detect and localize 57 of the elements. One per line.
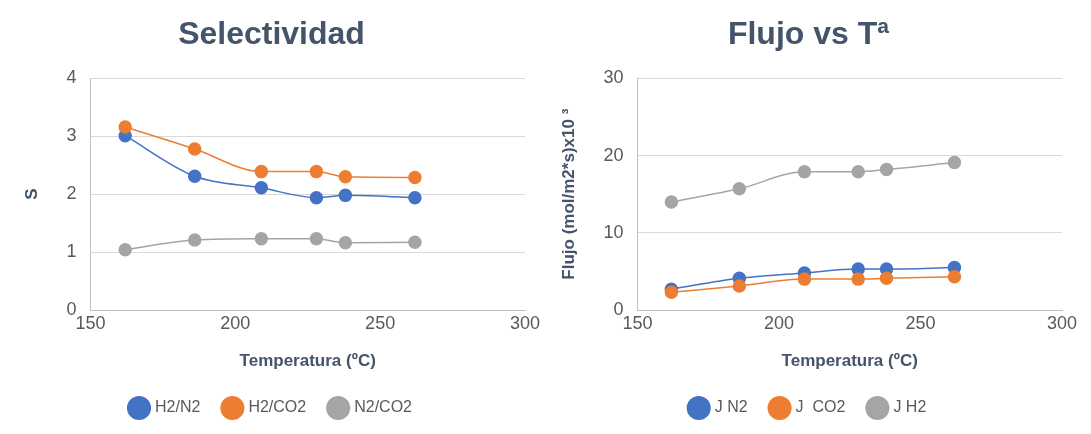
legend-label: H2/N2 bbox=[155, 398, 201, 416]
legend-label: H2/CO2 bbox=[248, 398, 307, 416]
x-tick-label: 250 bbox=[905, 312, 936, 333]
chart-title: Selectividad bbox=[178, 15, 365, 52]
y-tick-label: 30 bbox=[603, 67, 624, 88]
legend-label: N2/CO2 bbox=[354, 398, 413, 416]
x-axis-title: Temperatura (ºC) bbox=[781, 351, 918, 371]
y-tick-label: 20 bbox=[603, 144, 624, 165]
point bbox=[309, 164, 324, 179]
point bbox=[254, 181, 269, 195]
point bbox=[118, 120, 132, 134]
point bbox=[851, 272, 865, 286]
point bbox=[879, 162, 894, 177]
point bbox=[947, 155, 962, 170]
x-tick-label: 150 bbox=[622, 312, 653, 333]
point bbox=[187, 169, 202, 183]
point bbox=[338, 236, 353, 250]
y-tick-label: 4 bbox=[66, 67, 77, 88]
y-axis-title: Flujo (mol/m2*s)x10 ³ bbox=[558, 108, 578, 280]
legend-label: J H2 bbox=[893, 398, 927, 416]
point bbox=[338, 170, 353, 184]
x-axis-title: Temperatura (ºC) bbox=[239, 351, 376, 371]
y-tick-label: 10 bbox=[603, 221, 624, 242]
x-tick-label: 200 bbox=[763, 312, 794, 333]
y-axis-title: S bbox=[21, 188, 41, 200]
point bbox=[797, 165, 812, 179]
chart-title: Flujo vs Tª bbox=[727, 15, 890, 52]
legend-label: J CO2 bbox=[795, 398, 846, 416]
point bbox=[118, 243, 132, 257]
point bbox=[947, 270, 962, 284]
point bbox=[664, 195, 679, 209]
x-tick-label: 300 bbox=[509, 312, 541, 333]
point bbox=[851, 165, 865, 179]
point bbox=[309, 190, 324, 205]
x-tick-label: 300 bbox=[1046, 312, 1078, 333]
point bbox=[408, 190, 422, 205]
point bbox=[187, 233, 202, 247]
x-tick-label: 200 bbox=[220, 312, 251, 333]
y-tick-label: 1 bbox=[66, 241, 77, 262]
x-tick-label: 250 bbox=[365, 312, 396, 333]
point bbox=[797, 272, 812, 286]
point bbox=[408, 170, 422, 185]
y-tick-label: 0 bbox=[613, 298, 624, 319]
point bbox=[408, 235, 422, 250]
y-tick-label: 2 bbox=[66, 183, 77, 204]
point bbox=[732, 182, 747, 196]
y-tick-label: 0 bbox=[66, 298, 77, 319]
point bbox=[338, 188, 353, 203]
point bbox=[879, 271, 894, 286]
point bbox=[187, 142, 202, 156]
legend-label: J N2 bbox=[714, 398, 748, 416]
point bbox=[254, 232, 269, 246]
point bbox=[732, 279, 747, 293]
x-tick-label: 150 bbox=[75, 312, 106, 333]
point bbox=[254, 164, 269, 179]
point bbox=[309, 232, 324, 246]
y-tick-label: 3 bbox=[66, 125, 77, 146]
